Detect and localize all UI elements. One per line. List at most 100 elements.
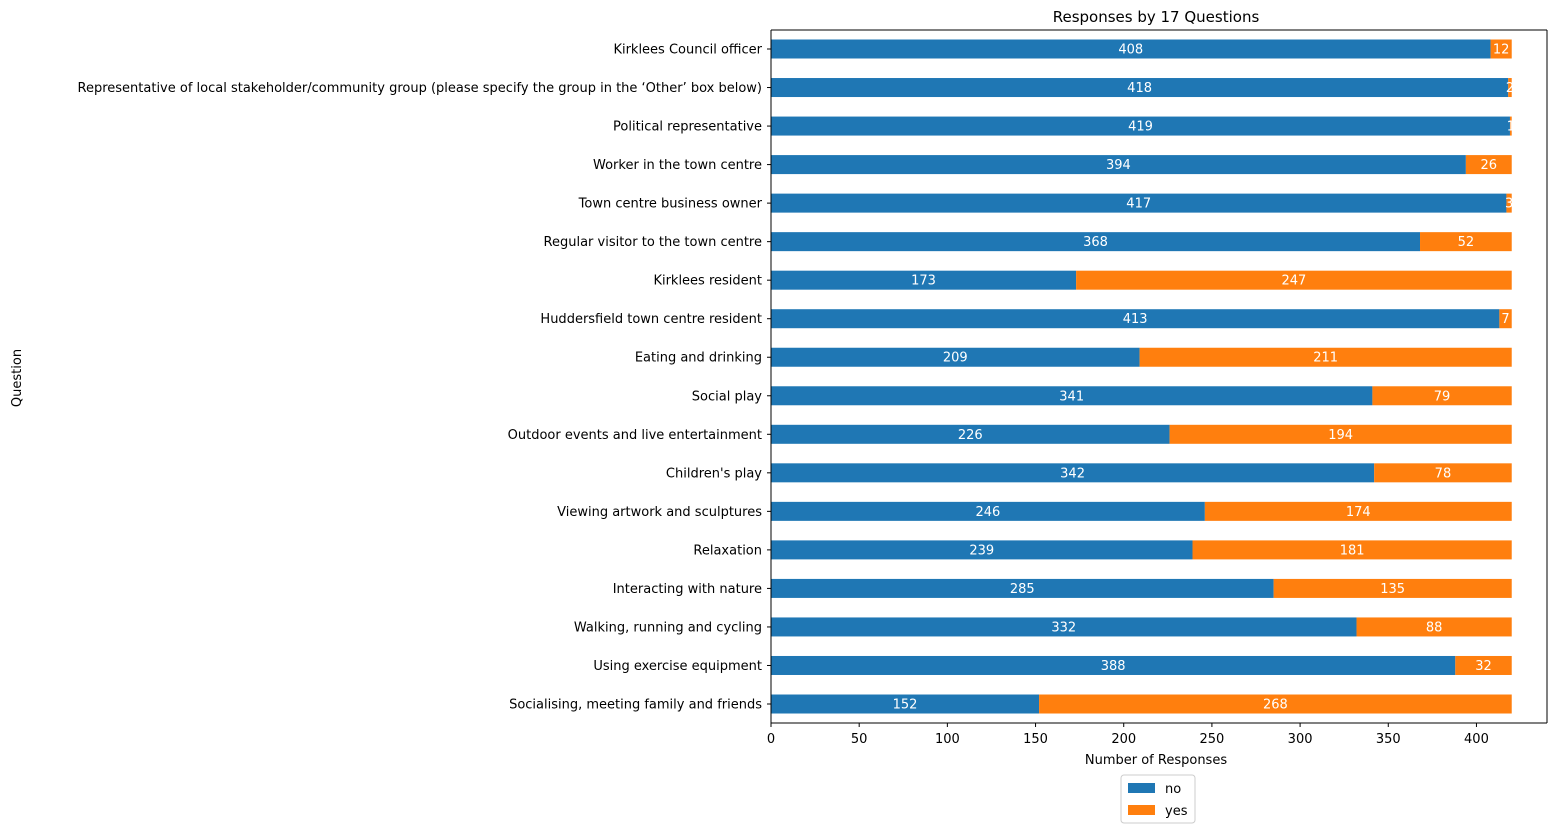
bar-yes <box>1139 347 1512 367</box>
bar-no <box>771 578 1274 598</box>
y-tick-label: Regular visitor to the town centre <box>544 235 762 250</box>
bar-no <box>771 386 1373 406</box>
bar-no <box>771 540 1193 560</box>
bar-value-label: 413 <box>1123 312 1148 327</box>
y-tick-label: Worker in the town centre <box>593 158 762 173</box>
bar-value-label: 226 <box>958 428 983 443</box>
y-tick-label: Eating and drinking <box>635 351 762 366</box>
bar-value-label: 88 <box>1426 620 1443 635</box>
y-tick-label: Representative of local stakeholder/comm… <box>78 81 762 96</box>
y-tick-label: Viewing artwork and sculptures <box>557 505 762 520</box>
x-tick-label: 150 <box>1023 732 1048 747</box>
bar-value-label: 239 <box>969 543 994 558</box>
bar-value-label: 246 <box>976 505 1001 520</box>
bar-yes <box>1372 386 1512 406</box>
bar-value-label: 394 <box>1106 158 1131 173</box>
y-tick-label: Socialising, meeting family and friends <box>509 698 762 713</box>
bar-value-label: 342 <box>1060 466 1085 481</box>
x-tick-label: 100 <box>935 732 960 747</box>
bar-yes <box>1273 578 1512 598</box>
x-tick-label: 50 <box>851 732 868 747</box>
bar-value-label: 419 <box>1128 120 1153 135</box>
bar-value-label: 1 <box>1507 120 1515 135</box>
bar-value-label: 285 <box>1010 582 1035 597</box>
y-tick-label: Using exercise equipment <box>593 659 762 674</box>
bar-no <box>771 270 1077 290</box>
bar-value-label: 211 <box>1313 351 1338 366</box>
bar-yes <box>1374 463 1512 483</box>
bar-yes <box>1455 655 1512 675</box>
bar-no <box>771 39 1491 59</box>
bar-no <box>771 232 1421 252</box>
y-axis-label: Question <box>10 349 25 407</box>
bar-no <box>771 655 1456 675</box>
bar-value-label: 194 <box>1328 428 1353 443</box>
bar-no <box>771 347 1140 367</box>
bar-labels-group: 408 12 418 2 419 1 394 26 417 3 368 52 173 247 413 7 209… <box>893 43 1515 713</box>
y-tick-label: Interacting with nature <box>613 582 762 597</box>
bar-value-label: 388 <box>1101 659 1126 674</box>
y-tick-label: Kirklees resident <box>653 274 762 289</box>
bar-yes <box>1506 193 1512 213</box>
bar-value-label: 79 <box>1434 389 1451 404</box>
bar-yes <box>1039 694 1512 714</box>
bar-no <box>771 193 1507 213</box>
bar-no <box>771 463 1375 483</box>
x-tick-label: 250 <box>1199 732 1224 747</box>
bar-value-label: 418 <box>1127 81 1152 96</box>
bar-yes <box>1508 78 1512 98</box>
bar-yes <box>1192 540 1512 560</box>
bar-value-label: 173 <box>911 274 936 289</box>
bar-value-label: 3 <box>1505 197 1513 212</box>
bar-value-label: 152 <box>893 698 918 713</box>
bar-value-label: 209 <box>943 351 968 366</box>
bar-value-label: 2 <box>1506 81 1514 96</box>
y-tick-label: Political representative <box>613 120 762 135</box>
y-tick-label: Huddersfield town centre resident <box>540 312 762 327</box>
bar-value-label: 268 <box>1263 698 1288 713</box>
bar-value-label: 417 <box>1126 197 1151 212</box>
bar-value-label: 32 <box>1475 659 1492 674</box>
bar-yes <box>1509 116 1512 136</box>
y-tick-label: Walking, running and cycling <box>574 620 762 635</box>
bar-yes <box>1490 39 1512 59</box>
bar-value-label: 181 <box>1340 543 1365 558</box>
y-tick-label: Relaxation <box>693 543 762 558</box>
y-tick-label: Social play <box>692 389 763 404</box>
bar-value-label: 174 <box>1346 505 1371 520</box>
bars-group <box>771 39 1512 714</box>
legend: no yes <box>1120 774 1196 824</box>
bar-no <box>771 309 1500 329</box>
bar-no <box>771 78 1509 98</box>
chart-title: Responses by 17 Questions <box>1053 8 1260 26</box>
y-tick-label: Kirklees Council officer <box>613 43 762 58</box>
bar-value-label: 7 <box>1501 312 1509 327</box>
bar-value-label: 78 <box>1435 466 1452 481</box>
x-axis: 0 50 100 150 200 250 300 350 400 <box>767 29 1547 747</box>
bar-value-label: 341 <box>1059 389 1084 404</box>
bar-value-label: 52 <box>1458 235 1475 250</box>
bar-yes <box>1204 501 1512 521</box>
bar-no <box>771 694 1040 714</box>
bar-yes <box>1076 270 1512 290</box>
legend-swatch-yes <box>1128 805 1155 815</box>
bar-yes <box>1356 617 1512 637</box>
bar-yes <box>1169 424 1512 444</box>
bar-no <box>771 424 1170 444</box>
bar-value-label: 332 <box>1051 620 1076 635</box>
bar-value-label: 368 <box>1083 235 1108 250</box>
legend-label-yes: yes <box>1165 804 1188 819</box>
x-tick-label: 350 <box>1376 732 1401 747</box>
bar-value-label: 26 <box>1481 158 1498 173</box>
y-tick-label: Town centre business owner <box>578 197 763 212</box>
y-tick-label: Outdoor events and live entertainment <box>508 428 762 443</box>
bar-value-label: 408 <box>1118 43 1143 58</box>
y-axis: Kirklees Council officer Representative o… <box>78 30 1548 723</box>
x-tick-label: 300 <box>1288 732 1313 747</box>
bar-no <box>771 155 1466 175</box>
bar-yes <box>1499 309 1512 329</box>
x-axis-label: Number of Responses <box>1085 753 1227 768</box>
bar-no <box>771 116 1510 136</box>
bar-value-label: 247 <box>1282 274 1307 289</box>
